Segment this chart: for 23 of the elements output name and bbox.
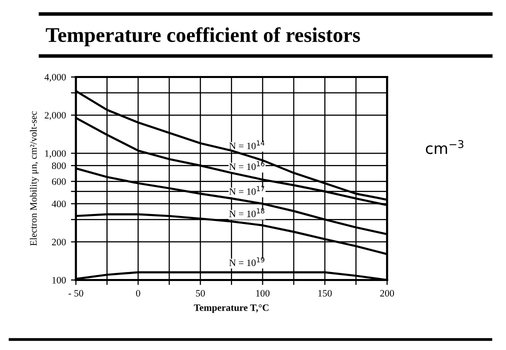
- x-tick-label: 50: [196, 290, 205, 297]
- x-tick-label: 150: [318, 290, 332, 297]
- x-tick-label: 200: [380, 290, 394, 297]
- series-label: N = 10$^{17}$: [229, 186, 264, 195]
- x-tick-label: 0: [136, 290, 140, 297]
- y-tick-label: 100: [52, 276, 66, 284]
- y-tick-label: 400: [52, 200, 66, 208]
- text: cm$^{−3}$: [426, 140, 464, 154]
- series-label: N = 10$^{18}$: [229, 208, 264, 218]
- chart-title: Temperature coefficient of resistors: [46, 27, 360, 46]
- y-tick-label: 200: [52, 238, 66, 246]
- y-tick-label: 1,000: [45, 150, 66, 158]
- x-tick-label: 100: [256, 290, 270, 297]
- series-label: N = 10$^{14}$: [229, 140, 264, 150]
- y-tick-label: 2,000: [44, 112, 66, 120]
- x-axis-title: Temperature T,°C: [194, 304, 268, 313]
- x-tick-label: - 50: [68, 290, 84, 297]
- series-label: N = 10$^{16}$: [229, 161, 264, 170]
- series-label: N = 10$^{19}$: [229, 257, 264, 266]
- y-tick-label: 4,000: [44, 74, 66, 82]
- y-tick-label: 800: [52, 162, 66, 170]
- y-axis-title: Electron Mobility μn, cm²/volt-sec: [30, 111, 39, 246]
- y-tick-label: 600: [52, 178, 66, 185]
